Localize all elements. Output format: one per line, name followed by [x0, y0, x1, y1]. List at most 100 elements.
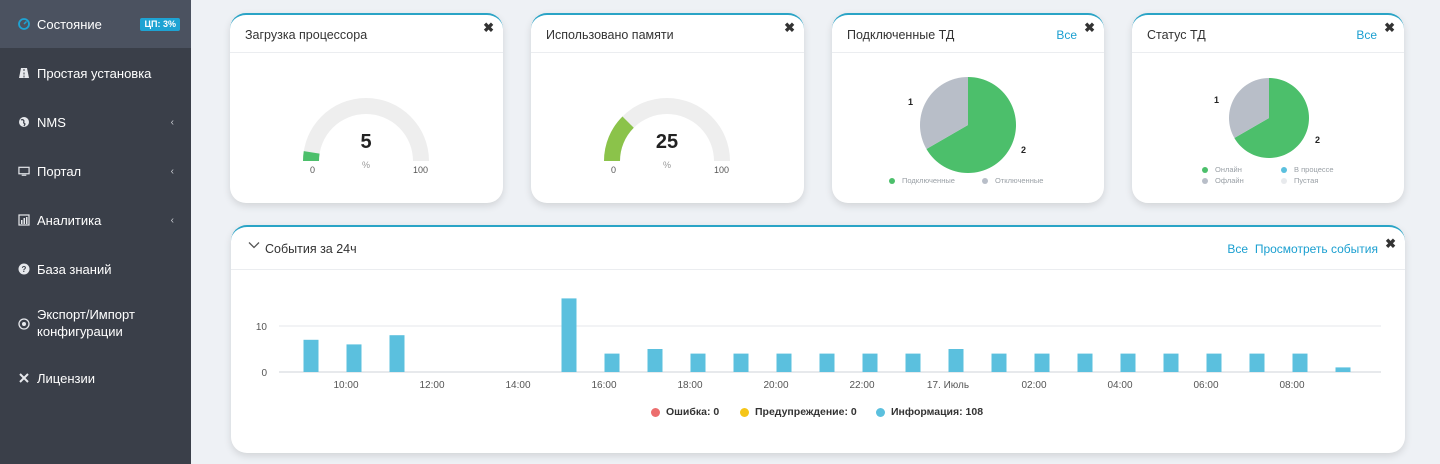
- event-bar: [1206, 353, 1222, 372]
- x-tick-label: 22:00: [849, 380, 874, 391]
- legend-dot: [982, 177, 988, 184]
- event-bar: [1077, 353, 1093, 372]
- pie-slice-connected: [926, 77, 1016, 173]
- event-bar: [948, 349, 964, 372]
- divider: [230, 52, 503, 53]
- sidebar-item-label: Лицензии: [37, 370, 95, 386]
- pie-slice-disconnected: [920, 77, 968, 149]
- pie-slice-offline: [1229, 78, 1269, 138]
- event-bar: [561, 298, 577, 372]
- chart-icon: [18, 214, 30, 226]
- pie-label: 1: [1214, 95, 1220, 105]
- legend-label: Онлайн: [1215, 165, 1242, 174]
- legend-dot: [889, 177, 895, 184]
- event-bar: [1120, 353, 1136, 372]
- event-bar: [647, 349, 663, 372]
- event-bar: [1163, 353, 1179, 372]
- pie-slice-online: [1234, 78, 1309, 158]
- connected-aps-pie: [920, 77, 1016, 173]
- all-link[interactable]: Все: [1356, 28, 1377, 42]
- sidebar-item-analytics[interactable]: Аналитика ‹: [0, 196, 191, 244]
- sidebar-item-nms[interactable]: NMS ‹: [0, 98, 191, 146]
- chevron-left-icon: ‹: [170, 116, 174, 128]
- x-tick-label: 06:00: [1193, 380, 1218, 391]
- memory-gauge: [604, 98, 730, 161]
- wrench-icon: [18, 372, 30, 384]
- card-title: Использовано памяти: [546, 28, 674, 42]
- x-tick-label: 10:00: [333, 380, 358, 391]
- cpu-load-card: Загрузка процессора ✖ 5 % 0 100: [230, 13, 503, 203]
- pie-label: 1: [908, 97, 914, 107]
- gauge-value: 5: [360, 131, 372, 153]
- y-tick-label: 10: [256, 322, 268, 333]
- export-icon: [18, 318, 30, 330]
- sidebar-item-licenses[interactable]: Лицензии: [0, 354, 191, 402]
- event-bar: [1034, 353, 1050, 372]
- card-title: Статус ТД: [1147, 28, 1206, 42]
- event-bar: [733, 353, 749, 372]
- card-title: Подключенные ТД: [847, 28, 955, 42]
- legend-dot: [1202, 177, 1208, 184]
- event-bar: [905, 353, 921, 372]
- card-title: События за 24ч: [265, 242, 357, 256]
- memory-usage-card: Использовано памяти ✖ 25 % 0 100: [531, 13, 804, 203]
- globe-icon: [18, 116, 30, 128]
- legend-label: Предупреждение: 0: [755, 406, 857, 418]
- gauge-fill: [303, 151, 320, 161]
- question-icon: ?: [18, 263, 30, 275]
- sidebar-item-knowledge-base[interactable]: ? База знаний: [0, 245, 191, 293]
- event-bar: [346, 344, 362, 372]
- sidebar-item-export-import[interactable]: Экспорт/Импорт конфигурации: [0, 294, 191, 354]
- event-bar: [1335, 367, 1351, 372]
- x-tick-label: 20:00: [763, 380, 788, 391]
- pie-label: 2: [1315, 135, 1321, 145]
- y-tick-label: 0: [261, 368, 267, 379]
- legend-label: Отключенные: [995, 176, 1044, 185]
- events-card: События за 24ч Все Просмотреть события ✖…: [231, 225, 1405, 453]
- legend-dot: [1202, 166, 1208, 173]
- all-link[interactable]: Все: [1056, 28, 1077, 42]
- x-tick-label: 17. Июль: [927, 380, 969, 391]
- x-tick-label: 12:00: [419, 380, 444, 391]
- all-link[interactable]: Все: [1227, 242, 1248, 256]
- legend-dot: [740, 407, 749, 417]
- cpu-badge: ЦП: 3%: [140, 17, 180, 31]
- chevron-down-icon[interactable]: [247, 238, 261, 252]
- close-icon[interactable]: ✖: [784, 20, 795, 35]
- legend-label: Информация: 108: [891, 406, 984, 418]
- close-icon[interactable]: ✖: [1384, 20, 1395, 35]
- gauge-track: [303, 98, 429, 161]
- view-events-link[interactable]: Просмотреть события: [1254, 242, 1378, 256]
- event-bar: [776, 353, 792, 372]
- sidebar-item-portal[interactable]: Портал ‹: [0, 147, 191, 195]
- sidebar-item-label: Простая установка: [37, 65, 152, 81]
- event-bar: [690, 353, 706, 372]
- close-icon[interactable]: ✖: [1084, 20, 1095, 35]
- divider: [531, 52, 804, 53]
- event-bar: [604, 353, 620, 372]
- legend-label: В процессе: [1294, 165, 1334, 174]
- x-tick-label: 14:00: [505, 380, 530, 391]
- cpu-gauge: [303, 98, 429, 161]
- legend-info: Информация: 108: [876, 406, 983, 418]
- road-icon: [18, 67, 30, 79]
- legend-item: Офлайн: [1202, 176, 1244, 185]
- legend-item: Пустая: [1281, 176, 1318, 185]
- gauge-value: 25: [655, 131, 679, 153]
- gauge-track: [604, 98, 730, 161]
- event-bar: [991, 353, 1007, 372]
- legend-warning: Предупреждение: 0: [740, 406, 857, 418]
- event-bar: [1249, 353, 1265, 372]
- gauge-max: 100: [714, 165, 730, 175]
- close-icon[interactable]: ✖: [1385, 236, 1396, 251]
- sidebar-item-easy-setup[interactable]: Простая установка: [0, 49, 191, 97]
- sidebar-item-label: Состояние: [37, 16, 102, 32]
- close-icon[interactable]: ✖: [483, 20, 494, 35]
- sidebar-item-status[interactable]: Состояние ЦП: 3%: [0, 0, 191, 48]
- chevron-left-icon: ‹: [170, 214, 174, 226]
- x-tick-label: 08:00: [1279, 380, 1304, 391]
- event-bar: [1292, 353, 1308, 372]
- connected-aps-card: Подключенные ТД Все ✖ 2 1 Подключенные О…: [832, 13, 1104, 203]
- gauge-min: 0: [310, 165, 316, 175]
- sidebar-item-label-line2: конфигурации: [37, 324, 123, 339]
